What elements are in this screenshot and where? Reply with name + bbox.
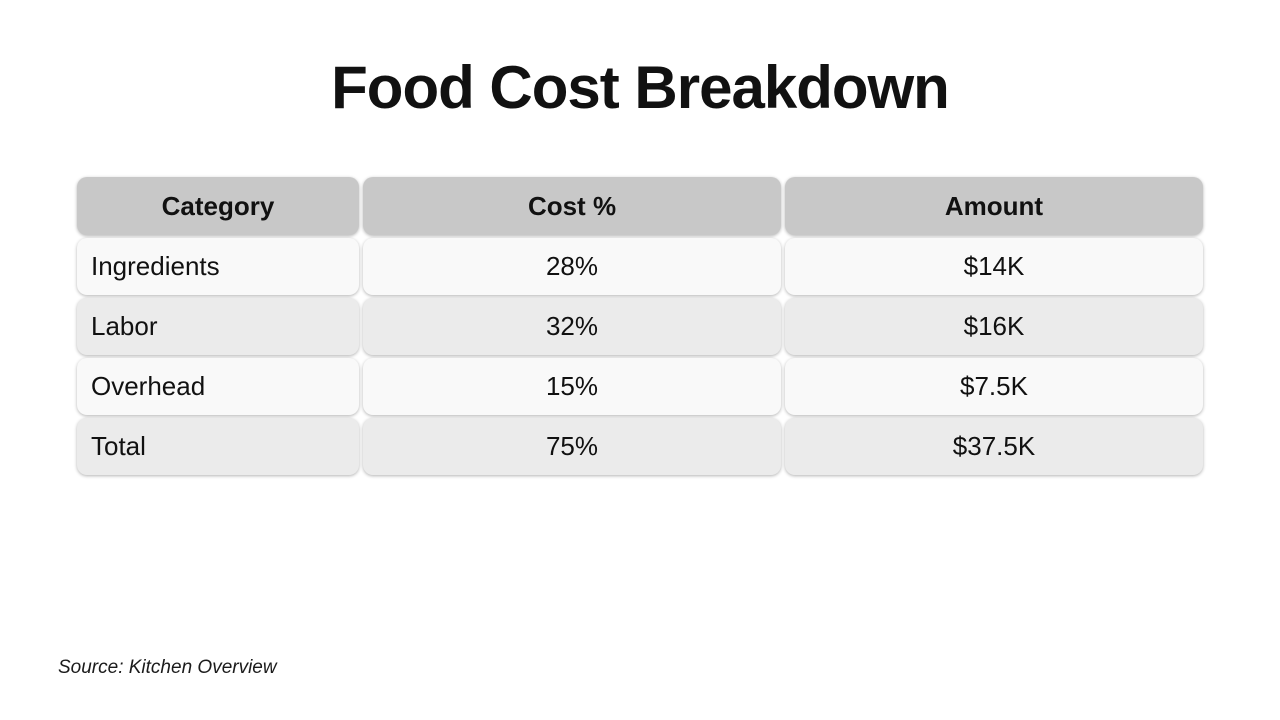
cell-category: Overhead: [77, 358, 359, 415]
slide-title: Food Cost Breakdown: [331, 54, 950, 121]
cell-cost-pct: 32%: [363, 298, 781, 355]
cell-amount: $14K: [785, 238, 1203, 295]
cell-category: Labor: [77, 298, 359, 355]
cell-cost-pct: 75%: [363, 418, 781, 475]
cell-category: Ingredients: [77, 238, 359, 295]
source-note: Source: Kitchen Overview: [58, 657, 277, 678]
column-header-cost-pct: Cost %: [363, 177, 781, 235]
cell-cost-pct: 28%: [363, 238, 781, 295]
food-cost-table: Category Cost % Amount Ingredients 28% $…: [77, 177, 1203, 475]
cell-amount: $16K: [785, 298, 1203, 355]
cell-cost-pct: 15%: [363, 358, 781, 415]
column-header-amount: Amount: [785, 177, 1203, 235]
column-header-category: Category: [77, 177, 359, 235]
cell-amount: $37.5K: [785, 418, 1203, 475]
cell-amount: $7.5K: [785, 358, 1203, 415]
cell-category: Total: [77, 418, 359, 475]
